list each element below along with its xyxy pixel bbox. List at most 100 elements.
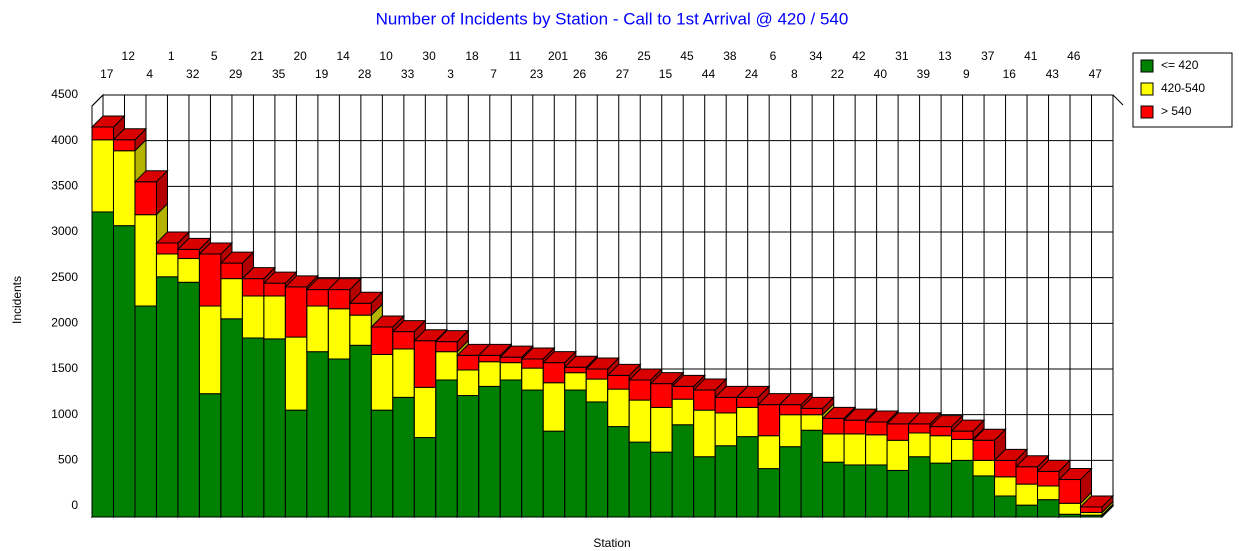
x-tick-label: 29	[229, 67, 243, 81]
bar-segment	[693, 409, 716, 458]
bar-segment	[843, 419, 867, 435]
bar-segment	[1058, 479, 1082, 504]
bar-segment	[972, 459, 996, 477]
bar-segment	[671, 398, 695, 426]
x-tick-label: 32	[186, 67, 200, 81]
bar-cap	[90, 115, 126, 128]
bar-segment	[650, 451, 673, 518]
x-tick-label: 40	[874, 67, 888, 81]
bar-segment	[994, 495, 1017, 518]
bar-segment	[220, 318, 243, 518]
bar-cap	[907, 412, 943, 425]
bar-cap	[821, 406, 857, 419]
bar-segment	[736, 436, 759, 518]
bar-segment	[951, 459, 974, 518]
bar-segment	[865, 421, 888, 436]
x-tick-label: 3	[447, 67, 454, 81]
bar-segment	[370, 409, 394, 518]
bar-segment	[908, 432, 931, 458]
x-tick-label: 18	[465, 49, 479, 63]
x-tick-label: 22	[831, 67, 845, 81]
x-tick-label: 17	[100, 67, 114, 81]
bar-segment	[263, 338, 286, 518]
bar-segment	[564, 372, 587, 391]
bar-segment	[1058, 502, 1082, 515]
y-tick-label: 1000	[51, 407, 78, 421]
bar-segment	[263, 295, 286, 340]
bar-segment	[435, 351, 458, 381]
y-tick-label: 4500	[51, 87, 78, 101]
bar-segment	[929, 462, 953, 518]
bar-cap	[219, 251, 255, 264]
bar-segment	[499, 356, 523, 364]
bar-segment	[714, 412, 738, 447]
bar-cap	[133, 170, 169, 183]
bar-segment	[177, 248, 200, 260]
y-tick-label: 3000	[51, 224, 78, 238]
x-tick-label: 30	[422, 49, 436, 63]
bar-segment	[112, 150, 136, 227]
x-tick-label: 24	[745, 67, 759, 81]
y-tick-label: 3500	[51, 179, 78, 193]
legend-label: <= 420	[1161, 58, 1199, 72]
bar-segment	[779, 414, 802, 448]
bar-segment	[865, 434, 888, 466]
bar-segment	[1015, 483, 1039, 506]
bar-segment	[177, 258, 200, 283]
bar-cap	[1079, 495, 1115, 508]
bar-cap	[262, 271, 298, 284]
bar-segment	[349, 302, 372, 316]
bar-segment	[241, 295, 265, 339]
bar-cap	[499, 345, 534, 358]
bar-segment	[499, 362, 523, 381]
bar-cap	[112, 128, 148, 141]
bar-cap	[864, 410, 900, 423]
bar-segment	[1037, 485, 1060, 501]
x-tick-label: 33	[401, 67, 415, 81]
right-edge	[1112, 94, 1124, 106]
bar-cap	[1057, 468, 1093, 481]
bar-segment	[134, 305, 157, 518]
y-axis-label: Incidents	[10, 276, 24, 324]
bar-cap	[542, 351, 577, 364]
bar-segment	[435, 341, 458, 353]
x-tick-label: 7	[490, 67, 497, 81]
bar-segment	[929, 426, 953, 437]
bar-cap	[735, 385, 771, 398]
x-tick-label: 43	[1046, 67, 1060, 81]
bar-segment	[499, 379, 523, 518]
legend-swatch	[1140, 59, 1154, 73]
x-tick-label: 38	[723, 49, 737, 63]
bar-cap	[520, 347, 556, 360]
bar-segment	[198, 305, 222, 395]
bar-segment	[951, 430, 974, 440]
bar-segment	[757, 404, 781, 437]
bar-segment	[413, 340, 437, 388]
bar-cap	[799, 396, 835, 409]
bar-segment	[392, 331, 415, 350]
bar-segment	[1037, 499, 1060, 518]
bar-segment	[198, 393, 222, 518]
bar-segment	[327, 289, 351, 310]
bar-segment	[585, 401, 609, 518]
bar-cap	[971, 428, 1007, 441]
x-tick-label: 12	[122, 49, 136, 63]
x-tick-label: 21	[250, 49, 264, 63]
bar-segment	[349, 314, 372, 346]
bar-segment	[607, 374, 630, 390]
bar-segment	[800, 407, 824, 416]
bar-segment	[521, 358, 544, 369]
x-tick-label: 26	[573, 67, 587, 81]
x-tick-label: 27	[616, 67, 630, 81]
bar-segment	[800, 414, 824, 431]
bar-segment	[736, 406, 759, 438]
bar-segment	[1037, 470, 1060, 487]
x-tick-label: 35	[272, 67, 286, 81]
y-tick-label: 4000	[51, 133, 78, 147]
x-tick-label: 9	[963, 67, 970, 81]
bar-segment	[112, 139, 136, 152]
bar-segment	[478, 354, 501, 363]
bar-cap	[585, 357, 620, 370]
bar-segment	[908, 456, 931, 518]
bar-segment	[1015, 504, 1039, 518]
